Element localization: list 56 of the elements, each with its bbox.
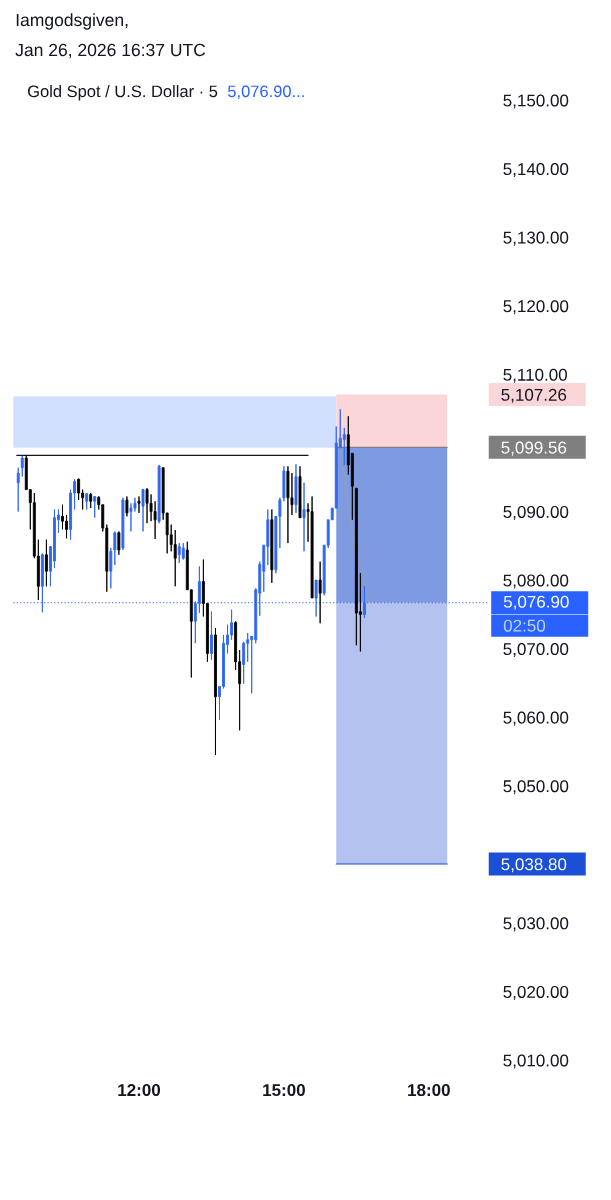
candlestick xyxy=(117,530,121,556)
chart-title: Gold Spot / U.S. Dollar · 5 xyxy=(28,85,218,101)
candlestick xyxy=(20,455,24,478)
candlestick xyxy=(362,585,366,619)
x-tick-label: 12:00 xyxy=(118,1084,161,1097)
candlestick xyxy=(270,509,274,584)
candlestick xyxy=(286,465,290,544)
y-tick-label: 5,080.00 xyxy=(503,574,569,589)
y-tick-label: 5,140.00 xyxy=(503,163,569,178)
candlestick xyxy=(298,465,302,519)
candlestick xyxy=(113,530,117,566)
candlestick xyxy=(16,467,20,512)
y-tick-label: 5,070.00 xyxy=(503,643,569,658)
x-tick-label: 18:00 xyxy=(408,1084,450,1097)
y-tick-label: 5,050.00 xyxy=(503,780,569,795)
candlestick xyxy=(302,482,306,552)
y-tick-label: 5,120.00 xyxy=(503,300,569,315)
y-tick-label: 5,130.00 xyxy=(503,231,569,246)
y-tick-label: 5,010.00 xyxy=(503,1054,569,1069)
candlestick xyxy=(129,502,133,532)
y-tick-label: 5,090.00 xyxy=(503,505,569,520)
y-tick-label: 5,107.26 xyxy=(501,388,567,403)
candlestick xyxy=(125,496,129,517)
y-tick-label: 5,110.00 xyxy=(503,368,567,383)
ref-line-label: 5,076.90 xyxy=(503,595,569,610)
candlestick xyxy=(44,539,48,587)
candlestick xyxy=(157,464,161,524)
candlestick xyxy=(40,552,44,613)
text: Jan 26, 2026 16:37 UTC xyxy=(15,43,206,59)
candlestick xyxy=(121,497,125,551)
candlestick xyxy=(85,492,89,510)
candlestick xyxy=(294,463,298,514)
candlestick xyxy=(141,488,145,532)
text: 02:50 xyxy=(503,619,546,632)
chart-subtitle: 5,076.90... xyxy=(228,85,304,100)
x-tick-label: 15:00 xyxy=(263,1084,305,1097)
y-tick-label: 5,150.00 xyxy=(503,94,569,109)
y-tick-label: 5,030.00 xyxy=(503,917,569,932)
candlestick xyxy=(310,496,314,599)
y-tick-label: 5,020.00 xyxy=(503,985,569,1000)
text: Iamgodsgiven, xyxy=(16,13,128,30)
candlestick xyxy=(314,579,318,617)
candlestick xyxy=(177,542,181,564)
candlestick xyxy=(214,627,217,756)
candlestick xyxy=(137,496,141,514)
y-tick-label: 5,060.00 xyxy=(503,711,569,726)
candlestick xyxy=(173,529,177,587)
candlestick xyxy=(89,492,93,509)
candlestick xyxy=(318,561,322,624)
y-tick-label: 5,038.80 xyxy=(501,858,567,873)
candlestick xyxy=(181,542,185,560)
y-tick-label: 5,099.56 xyxy=(501,441,567,456)
candlestick xyxy=(93,496,97,519)
candlestick xyxy=(210,611,213,661)
candlestick xyxy=(145,487,149,524)
candlestick xyxy=(109,547,113,589)
